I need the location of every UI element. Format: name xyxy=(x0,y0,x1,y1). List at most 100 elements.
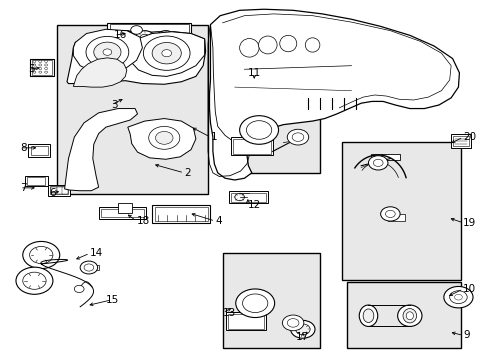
Polygon shape xyxy=(127,118,196,159)
Circle shape xyxy=(44,64,47,66)
Circle shape xyxy=(239,116,278,144)
Circle shape xyxy=(155,131,173,144)
Circle shape xyxy=(140,34,149,41)
Bar xyxy=(84,265,99,270)
Circle shape xyxy=(80,261,98,274)
Bar xyxy=(346,282,460,348)
Circle shape xyxy=(454,294,461,300)
Circle shape xyxy=(385,210,394,217)
Text: 19: 19 xyxy=(462,218,476,228)
Ellipse shape xyxy=(305,38,319,52)
Polygon shape xyxy=(64,109,137,191)
Circle shape xyxy=(74,285,84,293)
Text: 6: 6 xyxy=(49,188,56,198)
Bar xyxy=(230,193,265,202)
Circle shape xyxy=(368,156,387,170)
Bar xyxy=(30,59,54,76)
Text: 4: 4 xyxy=(215,216,222,226)
Bar xyxy=(110,24,188,51)
Text: 14: 14 xyxy=(90,248,103,258)
Circle shape xyxy=(16,267,53,294)
Bar xyxy=(230,137,272,155)
Bar xyxy=(118,45,127,51)
Circle shape xyxy=(290,320,314,338)
Bar xyxy=(387,214,404,221)
Text: 8: 8 xyxy=(20,143,26,153)
Bar xyxy=(222,253,319,348)
Text: 17: 17 xyxy=(296,332,309,342)
Bar xyxy=(47,185,70,196)
Circle shape xyxy=(33,67,36,69)
Circle shape xyxy=(44,67,47,69)
Circle shape xyxy=(33,71,36,73)
Circle shape xyxy=(44,71,47,73)
Text: 12: 12 xyxy=(247,200,261,210)
Bar xyxy=(49,186,68,194)
Circle shape xyxy=(443,287,472,308)
Bar xyxy=(99,207,146,219)
Ellipse shape xyxy=(363,309,373,323)
Ellipse shape xyxy=(402,309,416,323)
Text: 3: 3 xyxy=(111,100,117,110)
Text: 11: 11 xyxy=(247,68,260,78)
Bar xyxy=(227,314,264,329)
Circle shape xyxy=(33,60,36,63)
Bar xyxy=(227,82,319,173)
Circle shape xyxy=(449,291,466,303)
Text: 10: 10 xyxy=(462,284,475,294)
Ellipse shape xyxy=(397,305,421,327)
Bar xyxy=(161,45,170,51)
Circle shape xyxy=(143,36,190,70)
Bar xyxy=(30,146,47,155)
Circle shape xyxy=(291,133,303,141)
Bar xyxy=(118,203,131,213)
Text: 20: 20 xyxy=(462,132,475,142)
Polygon shape xyxy=(67,31,205,84)
Circle shape xyxy=(161,34,170,41)
Circle shape xyxy=(135,31,154,45)
Bar xyxy=(150,45,159,51)
Ellipse shape xyxy=(359,305,377,327)
Bar xyxy=(57,24,207,194)
Text: 2: 2 xyxy=(184,168,190,178)
Polygon shape xyxy=(73,58,126,87)
Circle shape xyxy=(372,159,382,166)
Circle shape xyxy=(162,50,171,57)
Text: 5: 5 xyxy=(28,64,35,74)
Bar xyxy=(107,23,191,52)
Bar xyxy=(154,207,207,221)
Ellipse shape xyxy=(258,36,277,54)
Text: 13: 13 xyxy=(222,308,235,318)
Bar xyxy=(25,176,47,186)
Circle shape xyxy=(39,64,41,66)
Bar xyxy=(129,45,138,51)
Circle shape xyxy=(30,247,53,264)
Circle shape xyxy=(23,242,60,269)
Bar xyxy=(341,143,460,280)
Polygon shape xyxy=(129,32,204,76)
Circle shape xyxy=(94,42,121,62)
Text: 9: 9 xyxy=(462,330,469,341)
Circle shape xyxy=(130,26,142,34)
Circle shape xyxy=(156,31,175,45)
Bar xyxy=(172,45,181,51)
Circle shape xyxy=(287,129,308,145)
Circle shape xyxy=(235,289,274,318)
Circle shape xyxy=(86,36,128,68)
Circle shape xyxy=(246,121,271,139)
Circle shape xyxy=(148,126,180,149)
Bar xyxy=(140,45,148,51)
Bar xyxy=(452,136,468,147)
Circle shape xyxy=(84,264,94,271)
Ellipse shape xyxy=(279,35,296,52)
Bar xyxy=(370,154,399,160)
Circle shape xyxy=(33,64,36,66)
Ellipse shape xyxy=(406,312,413,320)
Circle shape xyxy=(380,207,399,221)
Bar xyxy=(51,187,57,194)
Text: 7: 7 xyxy=(20,183,26,193)
Circle shape xyxy=(39,60,41,63)
Bar xyxy=(28,144,50,157)
Circle shape xyxy=(103,49,112,55)
Bar xyxy=(228,192,267,203)
